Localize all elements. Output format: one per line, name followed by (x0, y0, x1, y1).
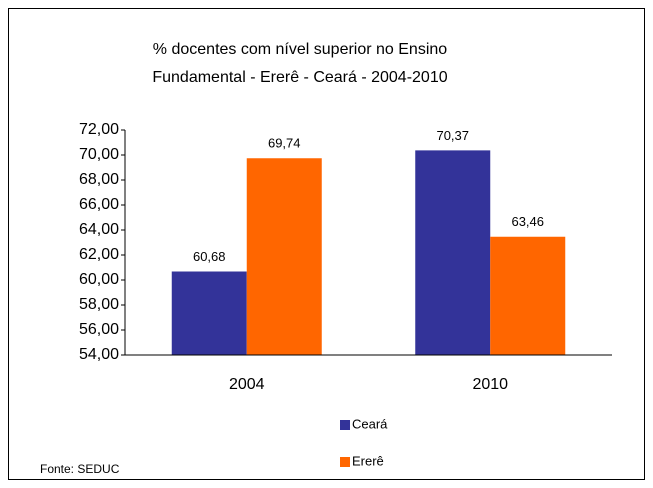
y-tick-label: 58,00 (79, 296, 119, 313)
y-tick-label: 64,00 (79, 221, 119, 238)
y-tick-label: 70,00 (79, 146, 119, 163)
x-tick-label: 2004 (229, 376, 265, 393)
data-label: 70,37 (436, 128, 469, 143)
bar (490, 236, 566, 355)
y-tick-label: 72,00 (79, 121, 119, 138)
bar (415, 150, 491, 355)
data-label: 69,74 (268, 136, 301, 151)
chart-title: % docentes com nível superior no Ensino (153, 41, 447, 58)
chart-title: Fundamental - Ererê - Ceará - 2004-2010 (152, 69, 447, 86)
y-tick-label: 60,00 (79, 271, 119, 288)
legend-swatch (340, 457, 350, 467)
y-tick-label: 54,00 (79, 346, 119, 363)
y-tick-label: 62,00 (79, 246, 119, 263)
y-tick-label: 66,00 (79, 196, 119, 213)
legend-swatch (340, 420, 350, 430)
data-label: 63,46 (511, 214, 544, 229)
x-tick-label: 2010 (472, 376, 508, 393)
y-tick-label: 68,00 (79, 171, 119, 188)
legend-label: Ceará (352, 416, 388, 431)
bar (246, 158, 322, 355)
data-label: 60,68 (193, 249, 226, 264)
y-tick-label: 56,00 (79, 321, 119, 338)
source: Fonte: SEDUC (40, 462, 120, 476)
bar (171, 271, 247, 355)
legend-label: Ererê (352, 453, 384, 468)
